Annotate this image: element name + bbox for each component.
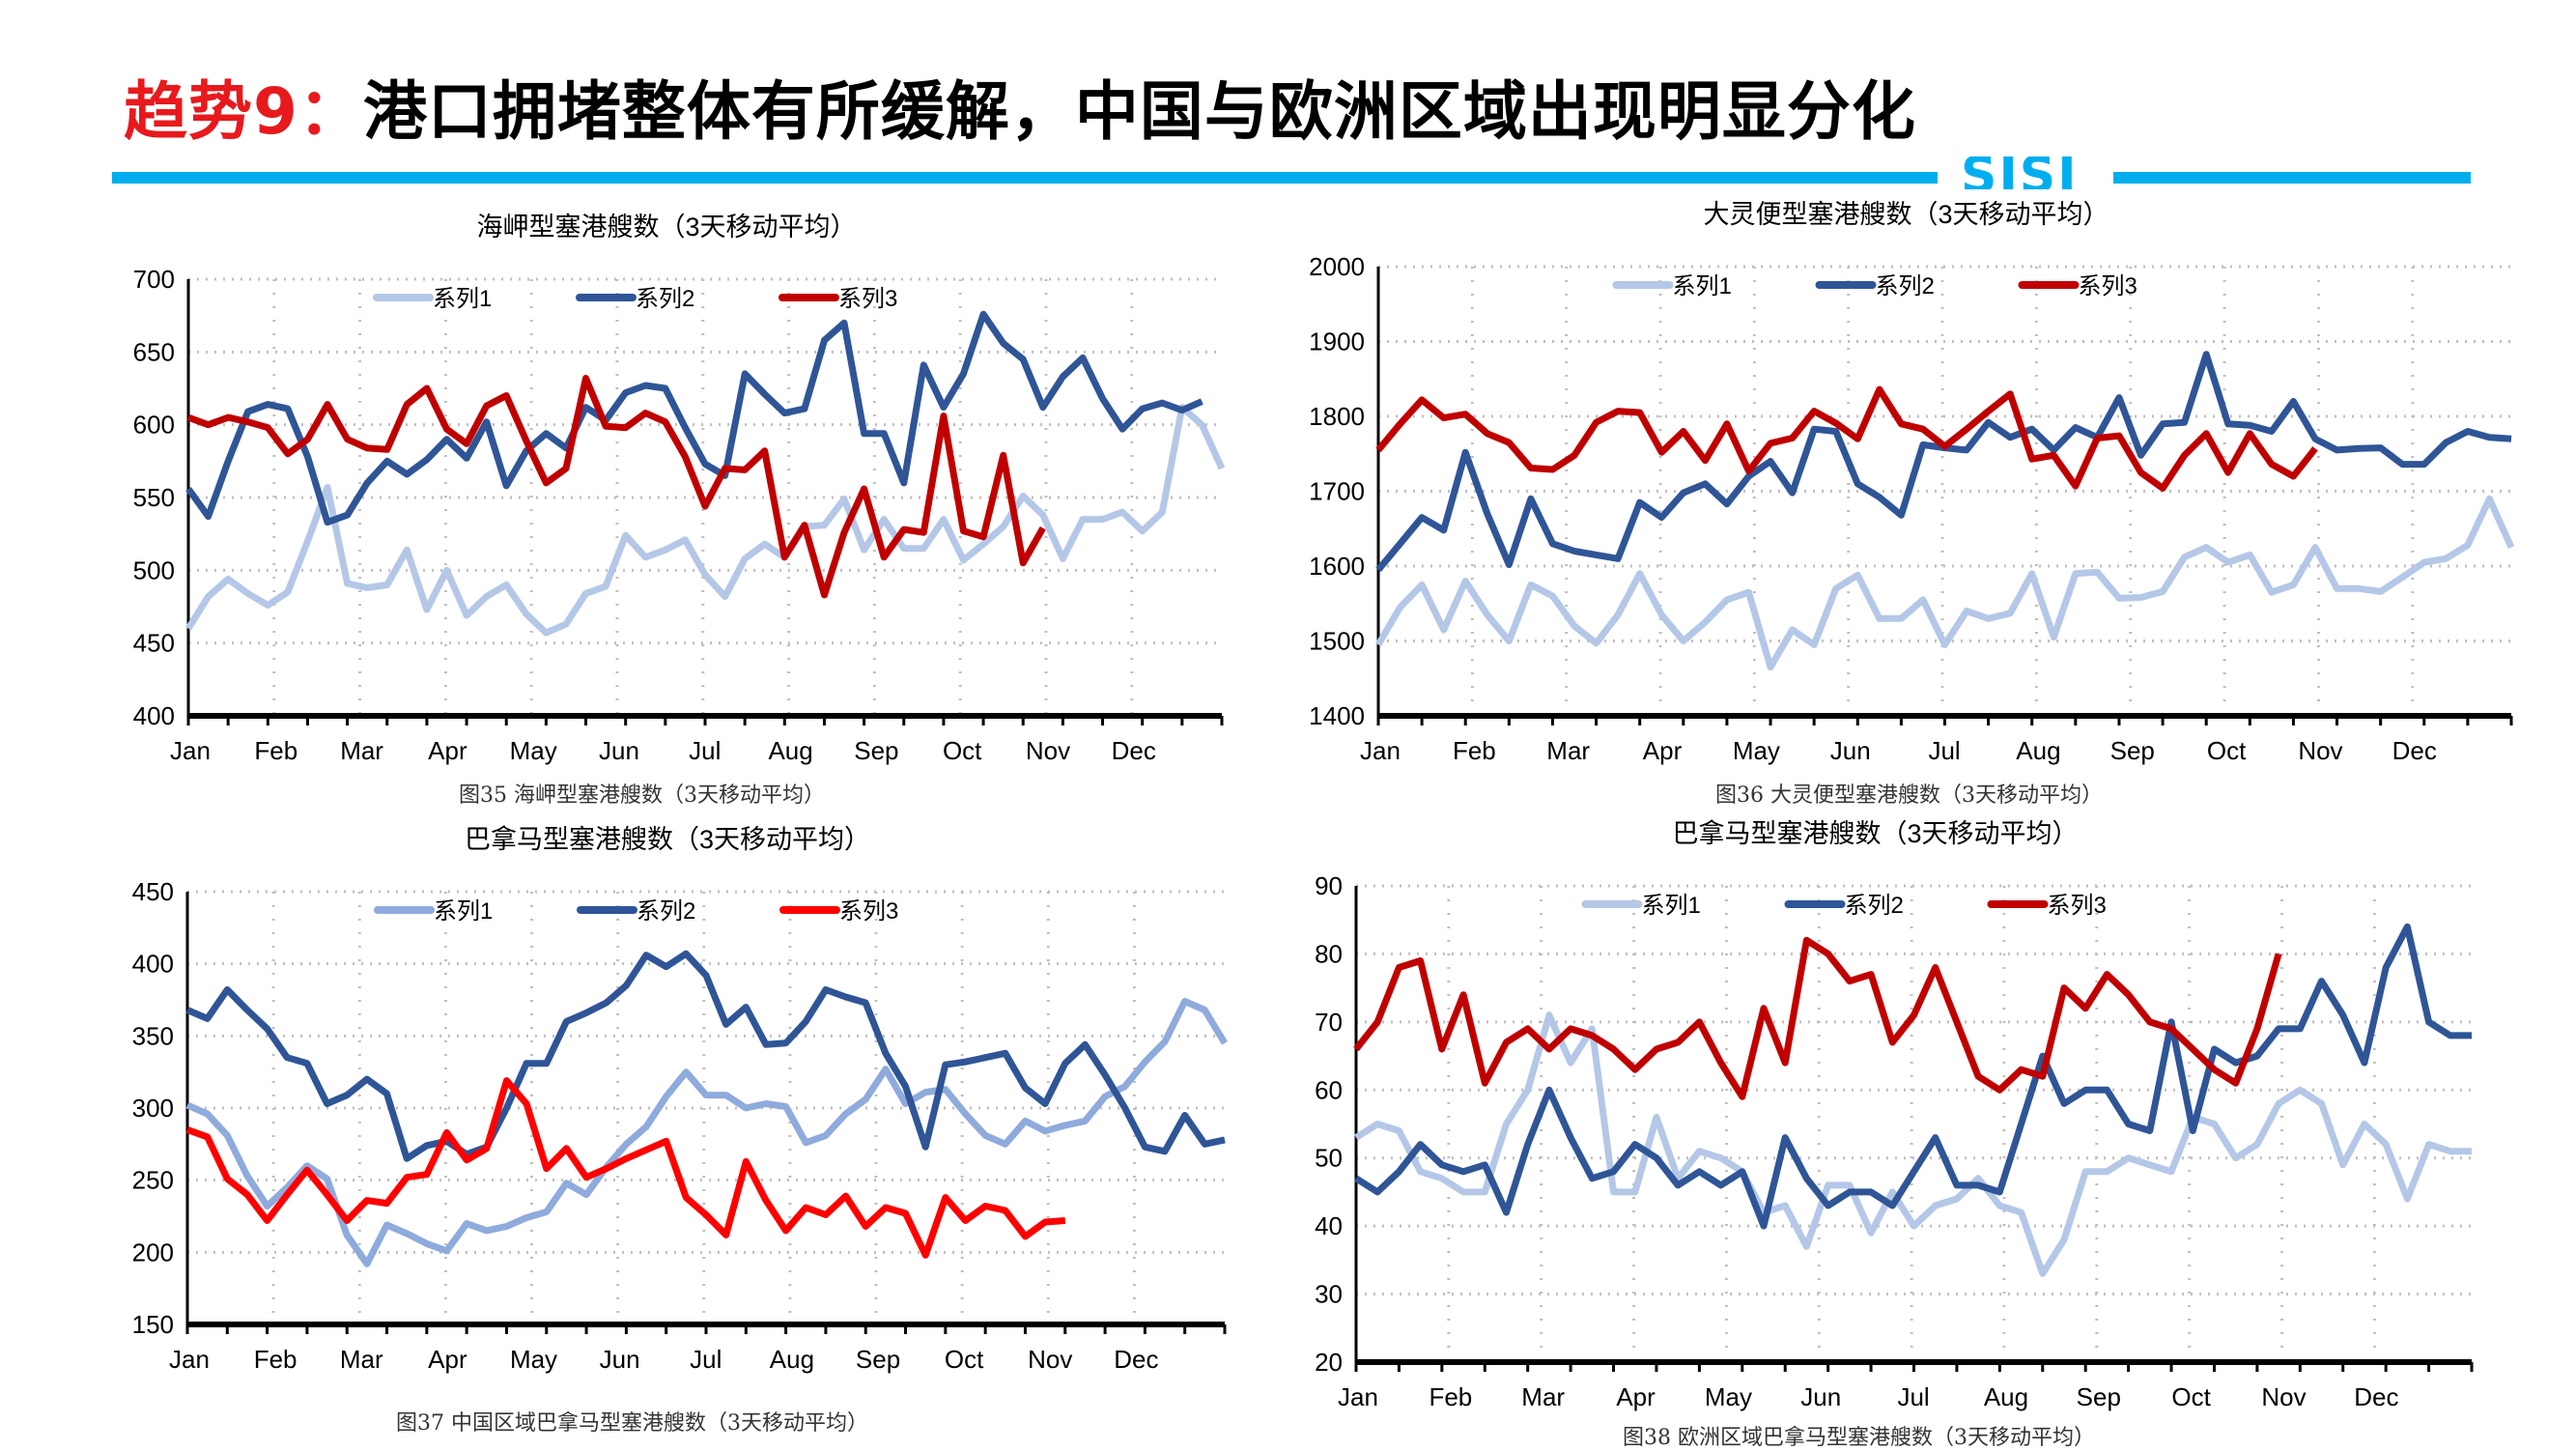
series-line-1 (1356, 1015, 2472, 1274)
x-tick-label: Jun (1800, 1382, 1841, 1411)
y-tick-label: 50 (1315, 1144, 1343, 1173)
y-tick-label: 60 (1315, 1075, 1343, 1104)
y-tick-label: 20 (1315, 1348, 1343, 1377)
x-tick-label: Feb (1429, 1382, 1472, 1411)
legend-label: 系列2 (1845, 893, 1904, 919)
y-tick-label: 40 (1315, 1211, 1343, 1240)
y-tick-label: 80 (1315, 939, 1343, 968)
x-tick-label: Nov (2261, 1382, 2306, 1411)
x-tick-label: Jul (1897, 1382, 1929, 1411)
caption-fig37: 图37 中国区域巴拿马型塞港艘数（3天移动平均） (396, 1406, 868, 1437)
series-line-2 (1356, 926, 2472, 1226)
x-tick-label: Mar (1521, 1382, 1565, 1411)
y-tick-label: 30 (1315, 1280, 1343, 1309)
chart-title: 巴拿马型塞港艘数（3天移动平均） (1672, 819, 2078, 848)
x-tick-label: Oct (2171, 1382, 2211, 1411)
legend-label: 系列3 (2048, 893, 2107, 919)
y-tick-label: 90 (1315, 871, 1343, 900)
x-tick-label: Apr (1616, 1382, 1656, 1411)
caption-fig35: 图35 海岬型塞港艘数（3天移动平均） (459, 778, 825, 809)
x-tick-label: Dec (2354, 1382, 2398, 1411)
series-line-3 (1356, 940, 2279, 1096)
legend-label: 系列1 (1642, 893, 1701, 919)
x-tick-label: Sep (2077, 1382, 2121, 1411)
x-tick-label: Jan (1338, 1382, 1378, 1411)
x-tick-label: May (1705, 1382, 1752, 1411)
caption-fig36: 图36 大灵便型塞港艘数（3天移动平均） (1715, 778, 2103, 809)
y-tick-label: 70 (1315, 1008, 1343, 1037)
caption-fig38: 图38 欧洲区域巴拿马型塞港艘数（3天移动平均） (1623, 1420, 2095, 1451)
x-tick-label: Aug (1984, 1382, 2028, 1411)
